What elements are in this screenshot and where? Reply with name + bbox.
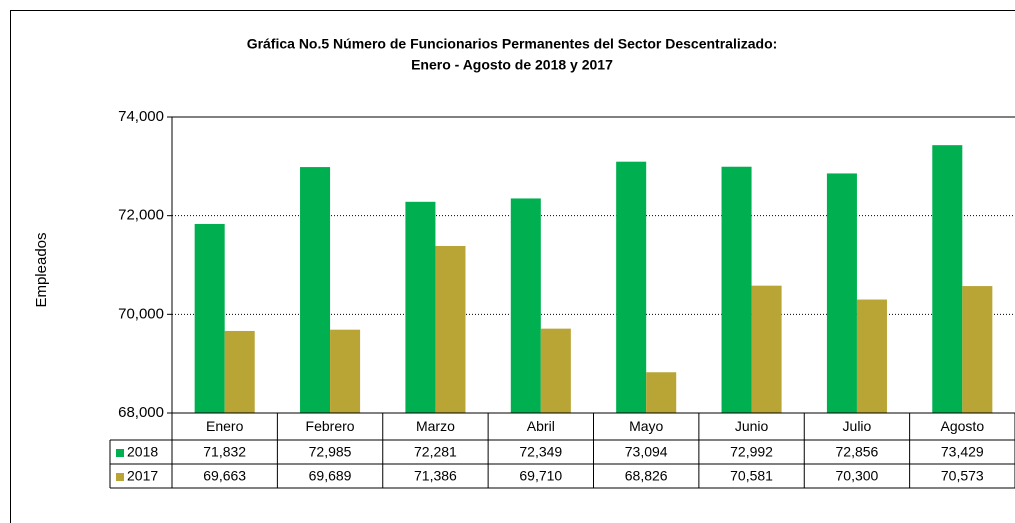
table-value: 73,429: [941, 444, 984, 460]
legend-label: 2018: [127, 444, 158, 460]
bar: [510, 198, 541, 413]
bar: [826, 173, 857, 413]
table-value: 71,832: [203, 444, 246, 460]
chart-border: [10, 10, 1015, 523]
bar: [751, 285, 782, 413]
table-value: 72,992: [730, 444, 773, 460]
x-tick-label: Enero: [206, 418, 244, 434]
chart-subtitle: Enero - Agosto de 2018 y 2017: [411, 57, 613, 73]
table-value: 73,094: [625, 444, 668, 460]
table-value: 69,710: [519, 468, 562, 484]
y-axis-label: Empleados: [33, 232, 50, 307]
table-value: 70,300: [836, 468, 879, 484]
x-tick-label: Junio: [735, 418, 769, 434]
table-value: 72,281: [414, 444, 457, 460]
bar: [616, 161, 647, 413]
bar: [540, 328, 571, 413]
x-tick-label: Julio: [843, 418, 872, 434]
table-value: 70,581: [730, 468, 773, 484]
bar: [300, 167, 331, 413]
table-value: 69,663: [203, 468, 246, 484]
bar: [646, 372, 677, 413]
chart-title: Gráfica No.5 Número de Funcionarios Perm…: [247, 36, 778, 52]
table-value: 71,386: [414, 468, 457, 484]
bar: [194, 223, 225, 413]
table-value: 69,689: [309, 468, 352, 484]
bar: [405, 201, 436, 413]
legend-key: [116, 449, 124, 457]
table-value: 72,985: [309, 444, 352, 460]
bar: [962, 286, 993, 413]
y-tick-label: 68,000: [118, 404, 164, 421]
y-tick-label: 72,000: [118, 207, 164, 224]
x-tick-label: Agosto: [941, 418, 985, 434]
x-tick-label: Marzo: [416, 418, 455, 434]
bar: [932, 145, 963, 414]
x-tick-label: Mayo: [629, 418, 663, 434]
bar: [435, 245, 466, 413]
legend-key: [116, 473, 124, 481]
table-value: 72,349: [519, 444, 562, 460]
x-tick-label: Febrero: [306, 418, 355, 434]
bar: [856, 299, 887, 413]
table-value: 70,573: [941, 468, 984, 484]
bar: [330, 329, 361, 413]
bar: [721, 166, 752, 413]
table-value: 72,856: [836, 444, 879, 460]
legend-label: 2017: [127, 468, 158, 484]
y-tick-label: 74,000: [118, 108, 164, 125]
bar: [224, 330, 255, 413]
x-tick-label: Abril: [527, 418, 555, 434]
table-value: 68,826: [625, 468, 668, 484]
y-tick-label: 70,000: [118, 305, 164, 322]
